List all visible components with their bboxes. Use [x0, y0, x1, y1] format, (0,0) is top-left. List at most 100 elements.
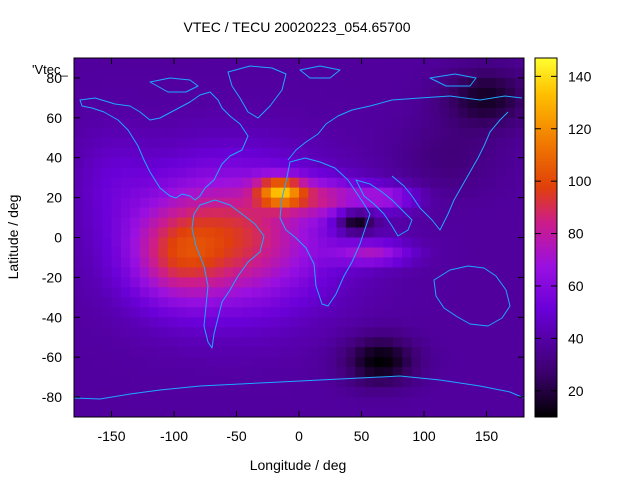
heatmap-cell: [83, 407, 94, 417]
heatmap-cell: [214, 347, 225, 358]
heatmap-cell: [130, 67, 141, 79]
heatmap-cell: [242, 177, 253, 189]
heatmap-cell: [336, 367, 347, 378]
heatmap-cell: [205, 317, 216, 328]
heatmap-cell: [486, 217, 497, 229]
heatmap-cell: [205, 407, 216, 417]
heatmap-cell: [383, 317, 394, 328]
heatmap-cell: [205, 197, 216, 209]
heatmap-cell: [392, 367, 403, 378]
heatmap-cell: [111, 287, 122, 298]
heatmap-cell: [374, 287, 384, 298]
heatmap-cell: [167, 58, 178, 69]
heatmap-cell: [477, 357, 488, 368]
heatmap-cell: [374, 117, 384, 129]
heatmap-cell: [167, 277, 178, 288]
heatmap-cell: [439, 387, 450, 398]
heatmap-cell: [158, 217, 169, 229]
coastline-australia: [433, 265, 511, 327]
heatmap-cell: [289, 407, 300, 417]
heatmap-cell: [514, 407, 524, 417]
heatmap-cell: [383, 227, 394, 239]
heatmap-cell: [467, 157, 478, 169]
heatmap-cell: [495, 257, 506, 269]
heatmap-cell: [102, 277, 113, 288]
heatmap-cell: [280, 107, 291, 119]
heatmap-cell: [120, 117, 131, 129]
heatmap-cell: [214, 87, 225, 99]
heatmap-cell: [252, 147, 263, 159]
heatmap-cell: [355, 277, 366, 288]
heatmap-cell: [242, 227, 253, 239]
heatmap-cell: [420, 367, 431, 378]
heatmap-cell: [130, 227, 141, 239]
heatmap-cell: [336, 167, 347, 179]
heatmap-cell: [224, 297, 234, 308]
heatmap-cell: [233, 237, 244, 249]
heatmap-cell: [308, 177, 319, 189]
heatmap-cell: [252, 277, 263, 288]
heatmap-cell: [495, 177, 506, 189]
heatmap-cell: [308, 107, 319, 119]
heatmap-cell: [327, 197, 338, 209]
heatmap-cell: [102, 377, 113, 388]
heatmap-cell: [505, 117, 516, 129]
heatmap-cell: [495, 217, 506, 229]
heatmap-cell: [252, 137, 263, 149]
heatmap-cell: [261, 337, 272, 348]
heatmap-cell: [139, 397, 150, 408]
heatmap-cell: [111, 137, 122, 149]
heatmap-cell: [355, 137, 366, 149]
heatmap-cell: [102, 147, 113, 159]
heatmap-cell: [383, 397, 394, 408]
heatmap-cell: [392, 207, 403, 219]
heatmap-cell: [477, 347, 488, 358]
heatmap-cell: [420, 237, 431, 249]
heatmap-cell: [224, 237, 234, 249]
heatmap-cell: [74, 177, 84, 189]
heatmap-cell: [477, 227, 488, 239]
heatmap-cell: [374, 397, 384, 408]
heatmap-cell: [92, 177, 103, 189]
heatmap-cell: [355, 107, 366, 119]
heatmap-cell: [345, 237, 356, 249]
heatmap-cell: [177, 357, 188, 368]
heatmap-cell: [186, 157, 197, 169]
heatmap-cell: [420, 267, 431, 278]
heatmap-cell: [120, 257, 131, 269]
heatmap-cell: [477, 297, 488, 308]
heatmap-cell: [74, 257, 84, 269]
heatmap-cell: [327, 177, 338, 189]
heatmap-cell: [486, 347, 497, 358]
heatmap-cell: [467, 387, 478, 398]
heatmap-cell: [280, 267, 291, 278]
heatmap-cell: [374, 367, 384, 378]
heatmap-cell: [327, 217, 338, 229]
heatmap-cell: [92, 187, 103, 199]
heatmap-cell: [252, 107, 263, 119]
heatmap-cell: [74, 357, 84, 368]
heatmap-cell: [233, 217, 244, 229]
heatmap-cell: [186, 247, 197, 259]
heatmap-cell: [186, 337, 197, 348]
heatmap-cell: [439, 227, 450, 239]
heatmap-cell: [167, 87, 178, 99]
heatmap-cell: [130, 197, 141, 209]
heatmap-cell: [411, 127, 422, 139]
heatmap-cell: [111, 58, 122, 69]
heatmap-cell: [214, 187, 225, 199]
colorbar-tick-label: 40: [568, 330, 584, 346]
heatmap-cell: [364, 297, 375, 308]
heatmap-cell: [364, 58, 375, 69]
heatmap-cell: [486, 337, 497, 348]
heatmap-cell: [158, 127, 169, 139]
heatmap-cell: [120, 187, 131, 199]
heatmap-cell: [224, 257, 234, 269]
heatmap-cell: [299, 377, 309, 388]
heatmap-cell: [270, 407, 281, 417]
heatmap-cell: [92, 367, 103, 378]
heatmap-cell: [467, 267, 478, 278]
heatmap-cell: [252, 407, 263, 417]
heatmap-cell: [261, 147, 272, 159]
